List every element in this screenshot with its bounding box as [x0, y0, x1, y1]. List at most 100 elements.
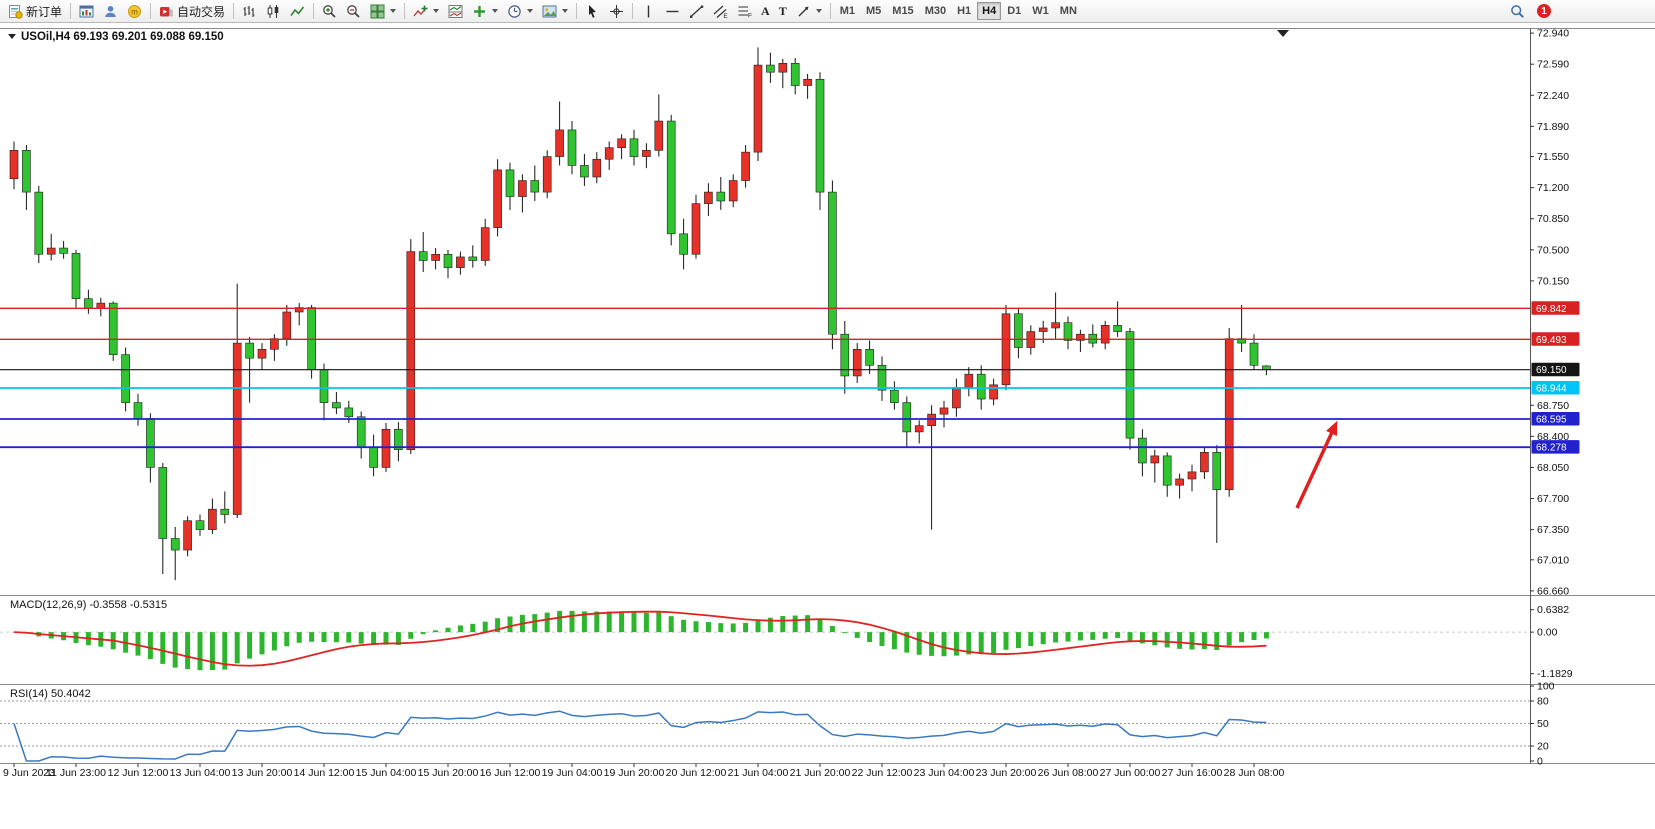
candlestick-icon [267, 4, 279, 18]
price-axis-label: 67.700 [1537, 493, 1569, 505]
period-clock-button[interactable] [503, 1, 537, 21]
price-badge [1531, 301, 1580, 315]
candle-body [257, 349, 267, 359]
candle-body [1138, 437, 1147, 464]
candle-body [704, 191, 713, 204]
zoom-in-button[interactable] [318, 1, 341, 21]
new-order-button[interactable]: 新订单 [4, 1, 66, 21]
fibonacci-button[interactable]: F [733, 1, 756, 21]
candle-body [208, 508, 217, 530]
candle-body [828, 191, 837, 335]
timeframe-m15-button[interactable]: M15 [887, 2, 918, 20]
chart-window-button[interactable] [75, 1, 98, 21]
tile-windows-button[interactable] [366, 1, 400, 21]
add-object-icon [474, 5, 486, 17]
candle-body [1212, 452, 1222, 490]
candle-body [108, 302, 118, 355]
timeframe-m5-button[interactable]: M5 [861, 2, 886, 20]
price-axis-label: 68.050 [1537, 462, 1569, 474]
add-object-button[interactable] [468, 1, 502, 21]
timeframe-mn-button[interactable]: MN [1055, 2, 1082, 20]
candle-body [741, 151, 750, 181]
candle-body [406, 251, 416, 450]
time-axis-label: 19 Jun 04:00 [542, 767, 603, 779]
time-axis-label: 21 Jun 20:00 [790, 767, 851, 779]
candle-body [1187, 471, 1197, 480]
vertical-line-button[interactable] [637, 1, 660, 21]
timeframe-h4-button[interactable]: H4 [977, 2, 1002, 20]
autotrading-button[interactable]: 自动交易 [155, 1, 229, 21]
candle-body [232, 342, 242, 515]
candle-body [1063, 322, 1073, 341]
autotrading-label: 自动交易 [177, 4, 226, 19]
label-tool-button[interactable]: T [775, 1, 791, 21]
annotation-arrow-head[interactable] [1326, 420, 1338, 436]
dropdown-arrow-icon [562, 9, 569, 13]
candle-body [1162, 455, 1172, 486]
candle-body [778, 63, 788, 73]
arrows-tool-button[interactable] [792, 1, 826, 21]
candle-body [530, 180, 540, 193]
template-button[interactable] [538, 1, 572, 21]
svg-text:m: m [131, 7, 138, 16]
timeframe-m30-button[interactable]: M30 [920, 2, 951, 20]
channel-button[interactable]: E [709, 1, 732, 21]
channel-icon: E [713, 5, 728, 19]
profile-button[interactable] [99, 1, 122, 21]
timeframe-w1-button[interactable]: W1 [1027, 2, 1054, 20]
candle-body [356, 416, 366, 448]
timeframe-h1-button[interactable]: H1 [952, 2, 976, 20]
horizontal-line-button[interactable] [661, 1, 684, 21]
candle-body [1200, 452, 1209, 473]
candle-body [976, 373, 986, 400]
candle-body [480, 227, 490, 261]
price-axis-label: 66.660 [1537, 585, 1569, 597]
bar-chart-button[interactable] [238, 1, 261, 21]
timeframe-d1-button[interactable]: D1 [1002, 2, 1026, 20]
vertical-line-icon [647, 5, 650, 17]
community-button[interactable]: m [123, 1, 146, 21]
indicator-window-button[interactable] [444, 1, 467, 21]
toolbar-separator [70, 3, 72, 19]
price-badge-label: 69.493 [1536, 335, 1567, 346]
cursor-icon [589, 4, 597, 18]
search-button[interactable] [1506, 1, 1529, 21]
cursor-button[interactable] [581, 1, 604, 21]
price-badge-label: 69.842 [1536, 304, 1567, 315]
annotation-arrow-shaft[interactable] [1295, 427, 1336, 509]
candle-body [766, 64, 775, 73]
text-tool-button[interactable]: A [757, 1, 774, 21]
candle-body [71, 253, 81, 299]
chart-shift-marker[interactable] [1277, 30, 1289, 37]
macd-label: MACD(12,26,9) -0.3558 -0.5315 [10, 599, 167, 611]
annotation-arrow[interactable] [1295, 420, 1338, 509]
autotrading-icon [160, 6, 173, 16]
candlestick-button[interactable] [262, 1, 285, 21]
candle-body [158, 467, 168, 539]
toolbar-separator [150, 3, 152, 19]
candle-body [1224, 338, 1234, 490]
tile-windows-icon [370, 4, 385, 18]
price-axis-label: 71.550 [1537, 151, 1569, 163]
notification-badge[interactable]: 1 [1537, 4, 1551, 18]
rsi-axis-label: 20 [1537, 741, 1549, 753]
time-axis-label: 14 Jun 12:00 [294, 767, 355, 779]
toolbar-separator [632, 3, 634, 19]
rsi-label: RSI(14) 50.4042 [10, 688, 91, 700]
time-axis-label: 21 Jun 04:00 [728, 767, 789, 779]
indicators-button[interactable] [409, 1, 443, 21]
timeframe-m1-button[interactable]: M1 [835, 2, 860, 20]
trendline-button[interactable] [685, 1, 708, 21]
toolbar-separator [313, 3, 315, 19]
crosshair-button[interactable] [605, 1, 628, 21]
text-tool-icon: A [761, 4, 770, 18]
horizontal-line-icon [666, 10, 679, 12]
candle-body [34, 191, 44, 255]
candle-body [877, 364, 887, 391]
dropdown-arrow-icon [390, 9, 397, 13]
candle-body [183, 520, 192, 551]
zoom-out-button[interactable] [342, 1, 365, 21]
oneclick-expand-arrow[interactable] [8, 34, 16, 39]
line-chart-button[interactable] [286, 1, 309, 21]
